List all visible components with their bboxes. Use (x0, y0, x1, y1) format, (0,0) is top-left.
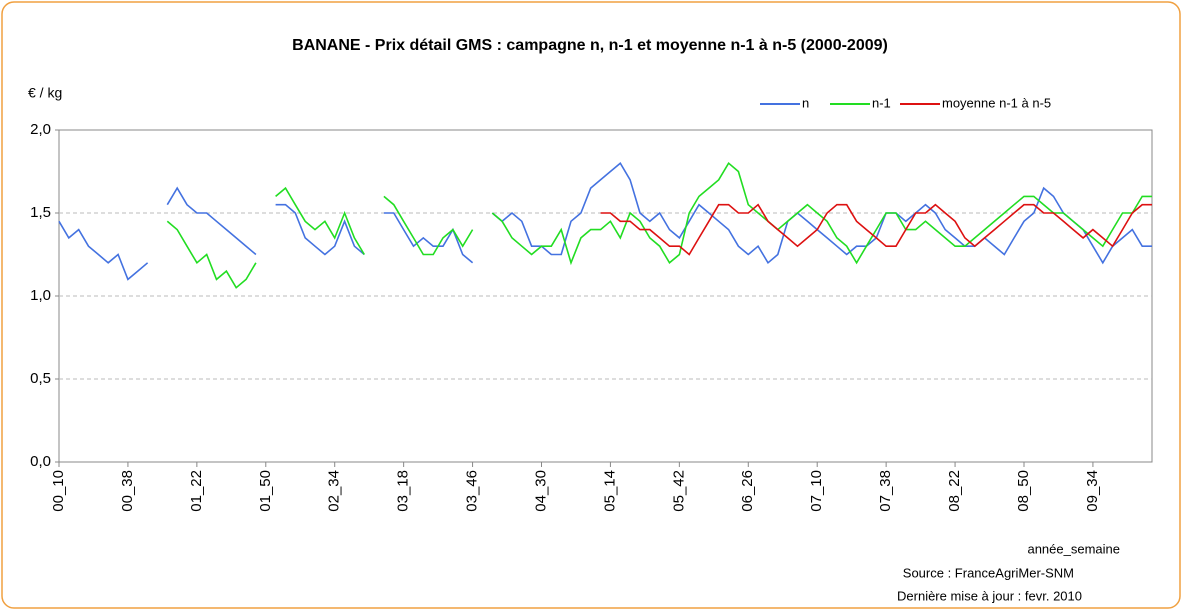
x-tick-label: 07_10 (808, 470, 825, 512)
y-axis-label: € / kg (28, 85, 62, 101)
x-tick-label: 00_10 (50, 470, 67, 512)
x-tick-label: 05_14 (601, 470, 618, 512)
x-tick-label: 08_22 (946, 470, 963, 512)
y-tick-label: 0,0 (30, 453, 51, 470)
y-tick-label: 1,5 (30, 204, 51, 221)
chart-title: BANANE - Prix détail GMS : campagne n, n… (292, 37, 888, 54)
x-tick-label: 06_26 (739, 470, 756, 512)
legend-label: moyenne n-1 à n-5 (942, 95, 1051, 110)
x-tick-label: 02_34 (326, 470, 343, 512)
x-tick-label: 00_38 (119, 470, 136, 512)
legend-label: n-1 (872, 95, 891, 110)
update-note: Dernière mise à jour : fevr. 2010 (897, 588, 1082, 603)
x-tick-label: 08_50 (1015, 470, 1032, 512)
y-tick-label: 0,5 (30, 370, 51, 387)
x-tick-label: 01_50 (257, 470, 274, 512)
x-tick-label: 09_34 (1084, 470, 1101, 512)
x-tick-label: 04_30 (532, 470, 549, 512)
series-line (58, 161, 1152, 281)
x-tick-label: 07_38 (877, 470, 894, 512)
y-tick-label: 1,0 (30, 287, 51, 304)
legend-label: n (802, 95, 809, 110)
source: Source : FranceAgriMer-SNM (903, 565, 1074, 580)
x-tick-label: 03_46 (464, 470, 481, 512)
x-axis-label: année_semaine (1027, 541, 1120, 556)
x-tick-label: 05_42 (670, 470, 687, 512)
x-tick-label: 01_22 (188, 470, 205, 512)
x-tick-label: 03_18 (395, 470, 412, 512)
series-line (166, 161, 1152, 289)
series-line (600, 203, 1152, 256)
y-tick-label: 2,0 (30, 121, 51, 138)
